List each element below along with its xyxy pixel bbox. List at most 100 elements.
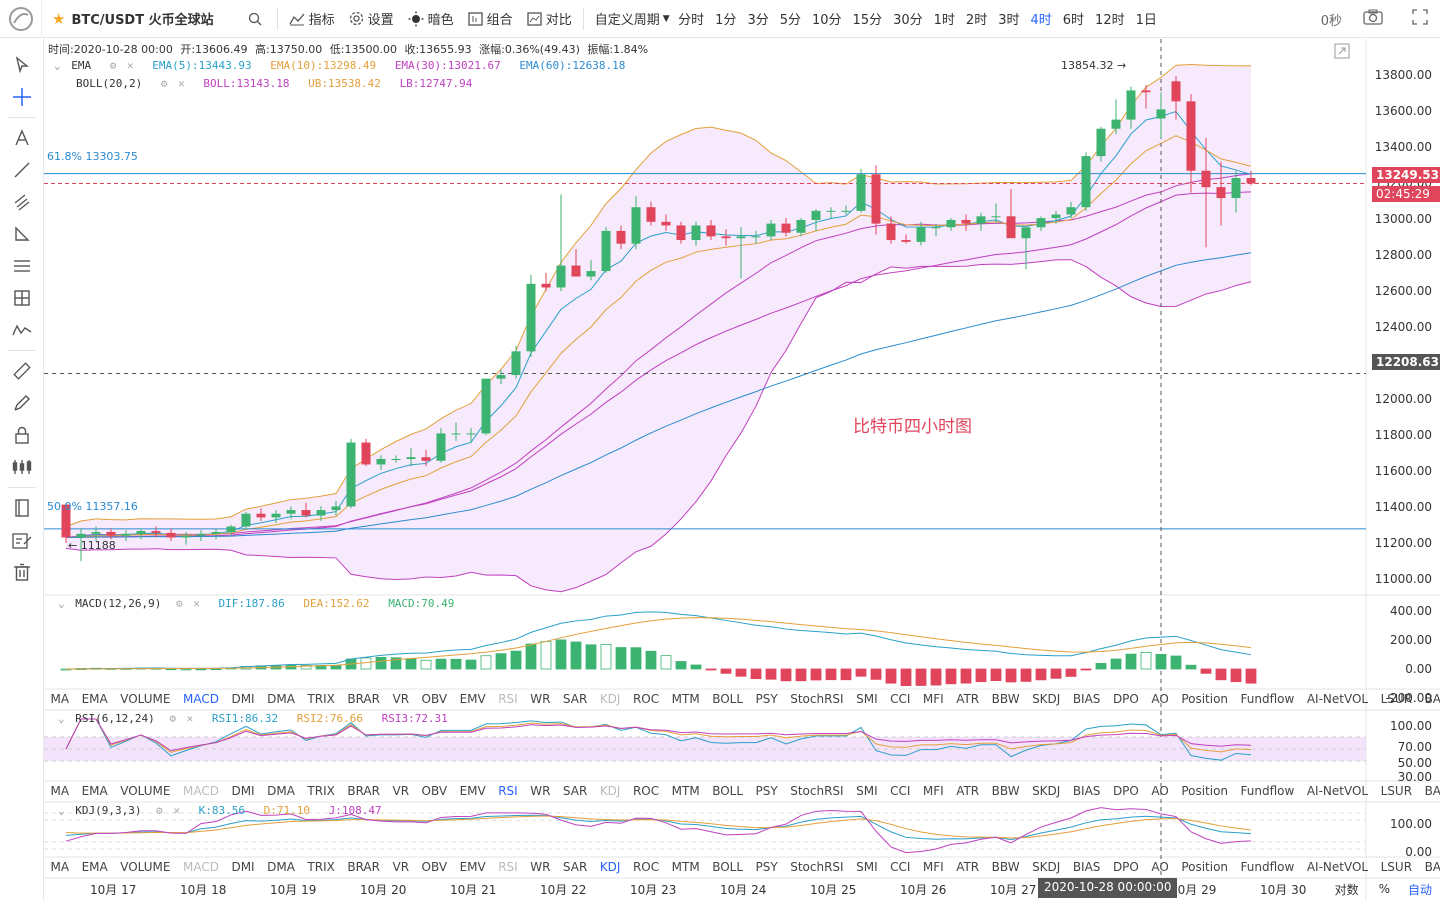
indicator-tab-ema[interactable]: EMA [81,860,108,874]
indicator-tab-trix[interactable]: TRIX [307,692,335,706]
indicator-tab-roc[interactable]: ROC [632,860,660,874]
indicator-tab-mtm[interactable]: MTM [671,784,700,798]
maximize-pane-icon[interactable] [1334,43,1350,62]
indicator-tab-boll[interactable]: BOLL [712,692,744,706]
indicator-tab-bias[interactable]: BIAS [1072,784,1101,798]
indicator-tab-mfi[interactable]: MFI [922,860,944,874]
indicator-tab-emv[interactable]: EMV [459,692,486,706]
pointer-tool[interactable] [0,49,44,81]
crosshair-tool[interactable] [0,81,44,113]
indicator-tab-ao[interactable]: AO [1151,692,1169,706]
indicator-tab-atr[interactable]: ATR [956,784,980,798]
indicator-tab-psy[interactable]: PSY [755,784,778,798]
custom-period-dropdown[interactable]: 自定义周期 ▼ [588,0,673,38]
indicator-tab-mtm[interactable]: MTM [671,860,700,874]
indicator-tab-dma[interactable]: DMA [267,692,295,706]
indicator-tab-mtm[interactable]: MTM [671,692,700,706]
indicator-tab-lsur[interactable]: LSUR [1380,784,1413,798]
indicator-tab-emv[interactable]: EMV [459,784,486,798]
period-4[interactable]: 10分 [812,13,842,28]
auto-scale-toggle[interactable]: 自动 [1407,882,1432,897]
indicator-tab-macd[interactable]: MACD [182,692,219,706]
edit-tool[interactable] [0,524,44,556]
period-13[interactable]: 1日 [1135,13,1157,28]
fib-tool[interactable] [0,250,44,282]
indicator-tab-ao[interactable]: AO [1151,860,1169,874]
indicator-tab-roc[interactable]: ROC [632,784,660,798]
indicator-tab-sar[interactable]: SAR [562,784,588,798]
indicator-tab-dmi[interactable]: DMI [231,860,255,874]
indicator-tab-bias[interactable]: BIAS [1072,692,1101,706]
indicator-tab-rsi[interactable]: RSI [498,860,518,874]
indicator-tab-bbw[interactable]: BBW [991,784,1020,798]
indicator-tab-macd[interactable]: MACD [182,860,219,874]
indicator-tab-dpo[interactable]: DPO [1112,784,1139,798]
indicator-tab-volume[interactable]: VOLUME [120,860,171,874]
compare-button[interactable]: 对比 [520,0,579,38]
collapse-icon[interactable]: ⌄ [58,597,65,610]
indicator-tab-sar[interactable]: SAR [562,692,588,706]
indicator-tab-brar[interactable]: BRAR [347,860,380,874]
period-11[interactable]: 6时 [1062,13,1085,28]
indicator-tab-atr[interactable]: ATR [956,692,980,706]
indicator-tab-ma[interactable]: MA [50,784,70,798]
period-10[interactable]: 4时 [1030,13,1052,28]
indicator-tab-rsi[interactable]: RSI [498,692,518,706]
indicator-tab-obv[interactable]: OBV [421,692,448,706]
indicator-tab-wr[interactable]: WR [530,784,551,798]
indicator-tab-lsur[interactable]: LSUR [1380,860,1413,874]
indicator-tab-ema[interactable]: EMA [81,784,108,798]
indicator-tab-dmi[interactable]: DMI [231,692,255,706]
indicator-tab-ma[interactable]: MA [50,692,70,706]
indicator-tab-trix[interactable]: TRIX [307,784,335,798]
trend-line-tool[interactable] [0,154,44,186]
chart-canvas[interactable] [44,39,1440,900]
indicator-tab-dpo[interactable]: DPO [1112,692,1139,706]
indicator-tab-stochrsi[interactable]: StochRSI [790,860,844,874]
indicator-tab-rsi[interactable]: RSI [498,784,518,798]
indicator-tab-ai-netvol[interactable]: AI-NetVOL [1306,860,1369,874]
combo-button[interactable]: 组合 [461,0,520,38]
indicator-tab-kdj[interactable]: KDJ [599,860,621,874]
indicator-tab-volume[interactable]: VOLUME [120,784,171,798]
chart-area[interactable]: 时间:2020-10-28 00:00 开:13606.49 高:13750.0… [44,39,1440,900]
indicator-tab-macd[interactable]: MACD [182,784,219,798]
indicator-tab-cci[interactable]: CCI [890,692,911,706]
triangle-tool[interactable] [0,218,44,250]
indicator-tab-brar[interactable]: BRAR [347,784,380,798]
period-8[interactable]: 2时 [965,13,988,28]
indicator-tab-obv[interactable]: OBV [421,784,448,798]
close-icon[interactable]: ✕ [127,59,134,72]
log-scale-toggle[interactable]: 对数 [1334,882,1359,897]
indicator-tab-wr[interactable]: WR [530,692,551,706]
indicator-tab-lsur[interactable]: LSUR [1380,692,1413,706]
collapse-icon[interactable]: ⌄ [58,804,65,817]
period-5[interactable]: 15分 [852,13,883,28]
indicator-tab-cci[interactable]: CCI [890,784,911,798]
settings-small-icon[interactable]: ⚙ [169,712,176,725]
indicator-tab-position[interactable]: Position [1181,784,1229,798]
indicator-tab-sar[interactable]: SAR [562,860,588,874]
indicator-tab-ao[interactable]: AO [1151,784,1169,798]
settings-small-icon[interactable]: ⚙ [175,597,183,610]
indicator-tab-fundflow[interactable]: Fundflow [1240,692,1295,706]
close-icon[interactable]: ✕ [178,77,185,90]
delete-drawings-tool[interactable] [0,556,44,588]
indicators-button[interactable]: 指标 [282,0,342,38]
indicator-tab-psy[interactable]: PSY [755,692,778,706]
indicator-tab-ma[interactable]: MA [50,860,70,874]
indicator-tab-dmi[interactable]: DMI [231,784,255,798]
collapse-icon[interactable]: ⌄ [54,59,61,72]
period-2[interactable]: 3分 [747,13,769,28]
indicator-tab-mfi[interactable]: MFI [922,692,944,706]
screenshot-button[interactable] [1356,0,1405,38]
indicator-tab-bias[interactable]: BIAS [1072,860,1101,874]
dark-mode-button[interactable]: 暗色 [401,0,461,38]
indicator-tab-bbw[interactable]: BBW [991,860,1020,874]
settings-small-icon[interactable]: ⚙ [156,804,163,817]
wave-tool[interactable] [0,314,44,346]
indicator-tab-basis[interactable]: BASIS [1424,692,1440,706]
indicator-tab-boll[interactable]: BOLL [712,784,744,798]
indicator-tab-trix[interactable]: TRIX [307,860,335,874]
indicator-tab-dma[interactable]: DMA [267,860,295,874]
